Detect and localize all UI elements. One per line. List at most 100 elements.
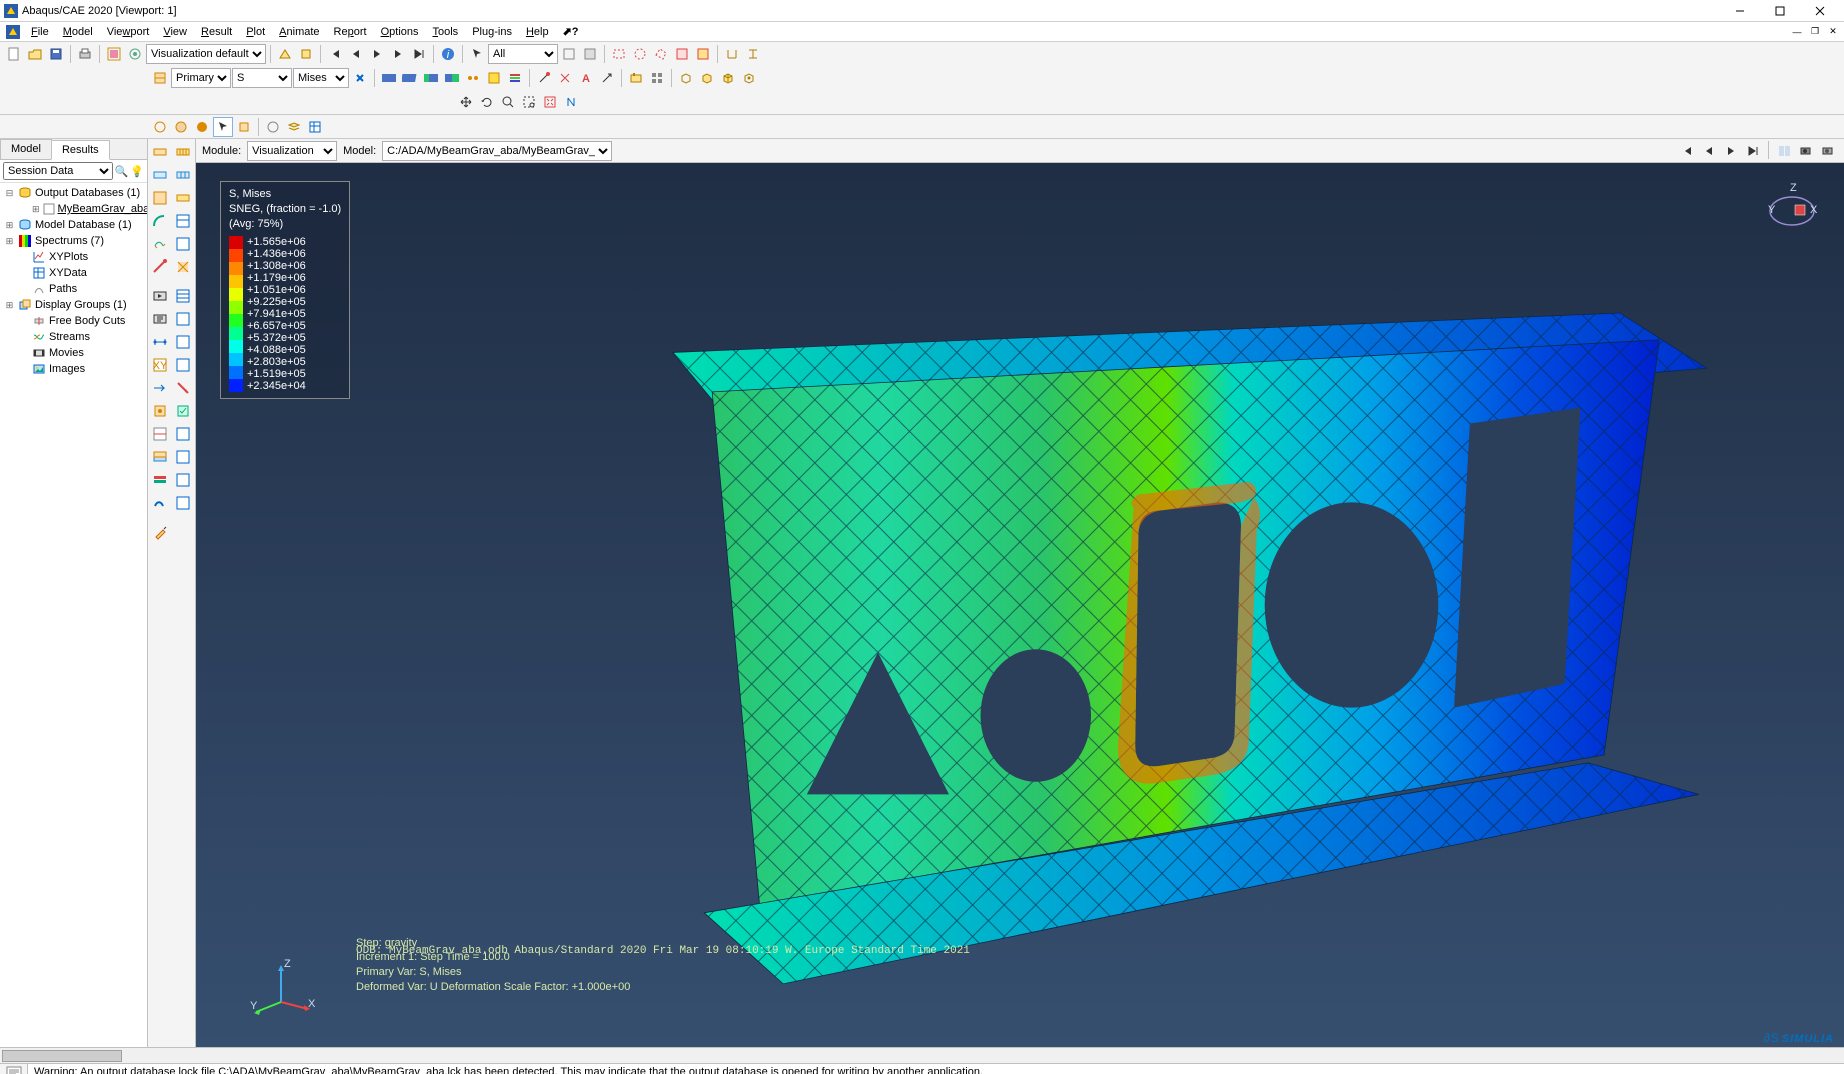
color-mode-1-icon[interactable] xyxy=(150,117,170,137)
sync-viewports-icon[interactable] xyxy=(1774,141,1794,161)
frame-last-icon[interactable] xyxy=(1743,141,1763,161)
tab-model[interactable]: Model xyxy=(0,139,52,159)
tool-29-icon[interactable] xyxy=(150,469,171,490)
field-output-icon[interactable] xyxy=(150,68,170,88)
anim-next-icon[interactable] xyxy=(388,44,408,64)
color-mode-3-icon[interactable] xyxy=(192,117,212,137)
tool-7-icon[interactable] xyxy=(150,210,171,231)
tool-15-icon[interactable] xyxy=(150,308,171,329)
plot-both-icon[interactable] xyxy=(442,68,462,88)
info-icon[interactable]: i xyxy=(438,44,458,64)
bulb-icon[interactable]: 💡 xyxy=(130,165,144,178)
mdi-close-button[interactable]: ✕ xyxy=(1825,24,1841,40)
tool-24-icon[interactable] xyxy=(173,400,194,421)
camera2-icon[interactable] xyxy=(1818,141,1838,161)
tool-26-icon[interactable] xyxy=(173,423,194,444)
tool-8-icon[interactable] xyxy=(173,210,194,231)
zoom-box-icon[interactable] xyxy=(519,92,539,112)
probe-icon[interactable] xyxy=(534,68,554,88)
tree-output-databases[interactable]: ⊟Output Databases (1) xyxy=(2,185,145,201)
tool-32-icon[interactable] xyxy=(173,492,194,513)
spreadsheet-icon[interactable] xyxy=(305,117,325,137)
menu-plot[interactable]: Plot xyxy=(239,24,272,40)
menu-whatsthis[interactable]: ⬈? xyxy=(556,23,586,40)
box1-icon[interactable] xyxy=(676,68,696,88)
maximize-button[interactable] xyxy=(1760,0,1800,22)
select-cross-icon[interactable] xyxy=(693,44,713,64)
parallel-icon[interactable] xyxy=(296,44,316,64)
message-icon[interactable] xyxy=(6,1066,22,1074)
menu-viewport[interactable]: Viewport xyxy=(100,24,157,40)
plot-material-icon[interactable] xyxy=(484,68,504,88)
annotation-text-icon[interactable]: A xyxy=(576,68,596,88)
cycle-views-icon[interactable] xyxy=(561,92,581,112)
sync-icon[interactable] xyxy=(350,68,370,88)
box3-icon[interactable] xyxy=(718,68,738,88)
tree-xyplots[interactable]: XYPlots xyxy=(2,249,145,265)
pan-icon[interactable] xyxy=(456,92,476,112)
model-select[interactable]: C:/ADA/MyBeamGrav_aba/MyBeamGrav_aba.odb xyxy=(382,141,612,161)
tool-22-icon[interactable] xyxy=(173,377,194,398)
tree-display-groups[interactable]: ⊞Display Groups (1) xyxy=(2,297,145,313)
datum-toggle1-icon[interactable] xyxy=(722,44,742,64)
tool-2-icon[interactable] xyxy=(173,141,194,162)
tree-odb-file[interactable]: ⊞MyBeamGrav_aba.odb xyxy=(2,201,145,217)
tree-movies[interactable]: Movies xyxy=(2,345,145,361)
color-mode-5-icon[interactable] xyxy=(234,117,254,137)
tree-spectrums[interactable]: ⊞Spectrums (7) xyxy=(2,233,145,249)
mdi-restore-button[interactable]: ❐ xyxy=(1807,24,1823,40)
variable-position-select[interactable]: Primary xyxy=(171,68,231,88)
tool-19-icon[interactable]: XY xyxy=(150,354,171,375)
color-mode-2-icon[interactable] xyxy=(171,117,191,137)
tool-13-icon[interactable] xyxy=(150,285,171,306)
tool-color-picker-icon[interactable] xyxy=(150,521,171,542)
menu-plugins[interactable]: Plug-ins xyxy=(465,24,519,40)
tool-16-icon[interactable] xyxy=(173,308,194,329)
select-rect-icon[interactable] xyxy=(609,44,629,64)
selection-opt1-icon[interactable] xyxy=(559,44,579,64)
camera1-icon[interactable] xyxy=(1796,141,1816,161)
tool-1-icon[interactable] xyxy=(150,141,171,162)
view-orientation-triad[interactable]: Y Z X xyxy=(1760,181,1820,241)
menu-result[interactable]: Result xyxy=(194,24,239,40)
menu-help[interactable]: Help xyxy=(519,24,556,40)
menu-tools[interactable]: Tools xyxy=(426,24,466,40)
color-mode-6-icon[interactable] xyxy=(263,117,283,137)
anim-first-icon[interactable] xyxy=(325,44,345,64)
anim-prev-icon[interactable] xyxy=(346,44,366,64)
tab-results[interactable]: Results xyxy=(51,140,110,160)
tree-images[interactable]: Images xyxy=(2,361,145,377)
color-mode-4-icon[interactable] xyxy=(213,117,233,137)
results-tree[interactable]: ⊟Output Databases (1) ⊞MyBeamGrav_aba.od… xyxy=(0,183,147,1047)
fit-icon[interactable] xyxy=(540,92,560,112)
menu-report[interactable]: Report xyxy=(327,24,374,40)
tool-6-icon[interactable] xyxy=(173,187,194,208)
scrollbar-thumb[interactable] xyxy=(2,1050,122,1062)
select-arrow-icon[interactable] xyxy=(467,44,487,64)
view-manipulation-icon[interactable] xyxy=(125,44,145,64)
tool-25-icon[interactable] xyxy=(150,423,171,444)
tool-9-icon[interactable] xyxy=(150,233,171,254)
menu-file[interactable]: File xyxy=(24,24,56,40)
tool-14-icon[interactable] xyxy=(173,285,194,306)
session-data-select[interactable]: Session Data xyxy=(3,162,113,180)
tool-21-icon[interactable] xyxy=(150,377,171,398)
menu-animate[interactable]: Animate xyxy=(272,24,326,40)
tree-xydata[interactable]: XYData xyxy=(2,265,145,281)
tree-model-database[interactable]: ⊞Model Database (1) xyxy=(2,217,145,233)
save-button[interactable] xyxy=(46,44,66,64)
tool-12-icon[interactable] xyxy=(173,256,194,277)
tool-17-icon[interactable] xyxy=(150,331,171,352)
select-inside-icon[interactable] xyxy=(672,44,692,64)
plot-symbol-icon[interactable] xyxy=(463,68,483,88)
rotate-icon[interactable] xyxy=(477,92,497,112)
box2-icon[interactable] xyxy=(697,68,717,88)
odb-display-icon[interactable] xyxy=(626,68,646,88)
tree-hscroll[interactable] xyxy=(0,1047,1844,1063)
close-button[interactable] xyxy=(1800,0,1840,22)
filter-icon[interactable]: 🔍 xyxy=(115,165,129,178)
tool-5-icon[interactable] xyxy=(150,187,171,208)
render-style-select[interactable]: Visualization defaults xyxy=(146,44,266,64)
perspective-icon[interactable] xyxy=(275,44,295,64)
frame-prev-icon[interactable] xyxy=(1699,141,1719,161)
